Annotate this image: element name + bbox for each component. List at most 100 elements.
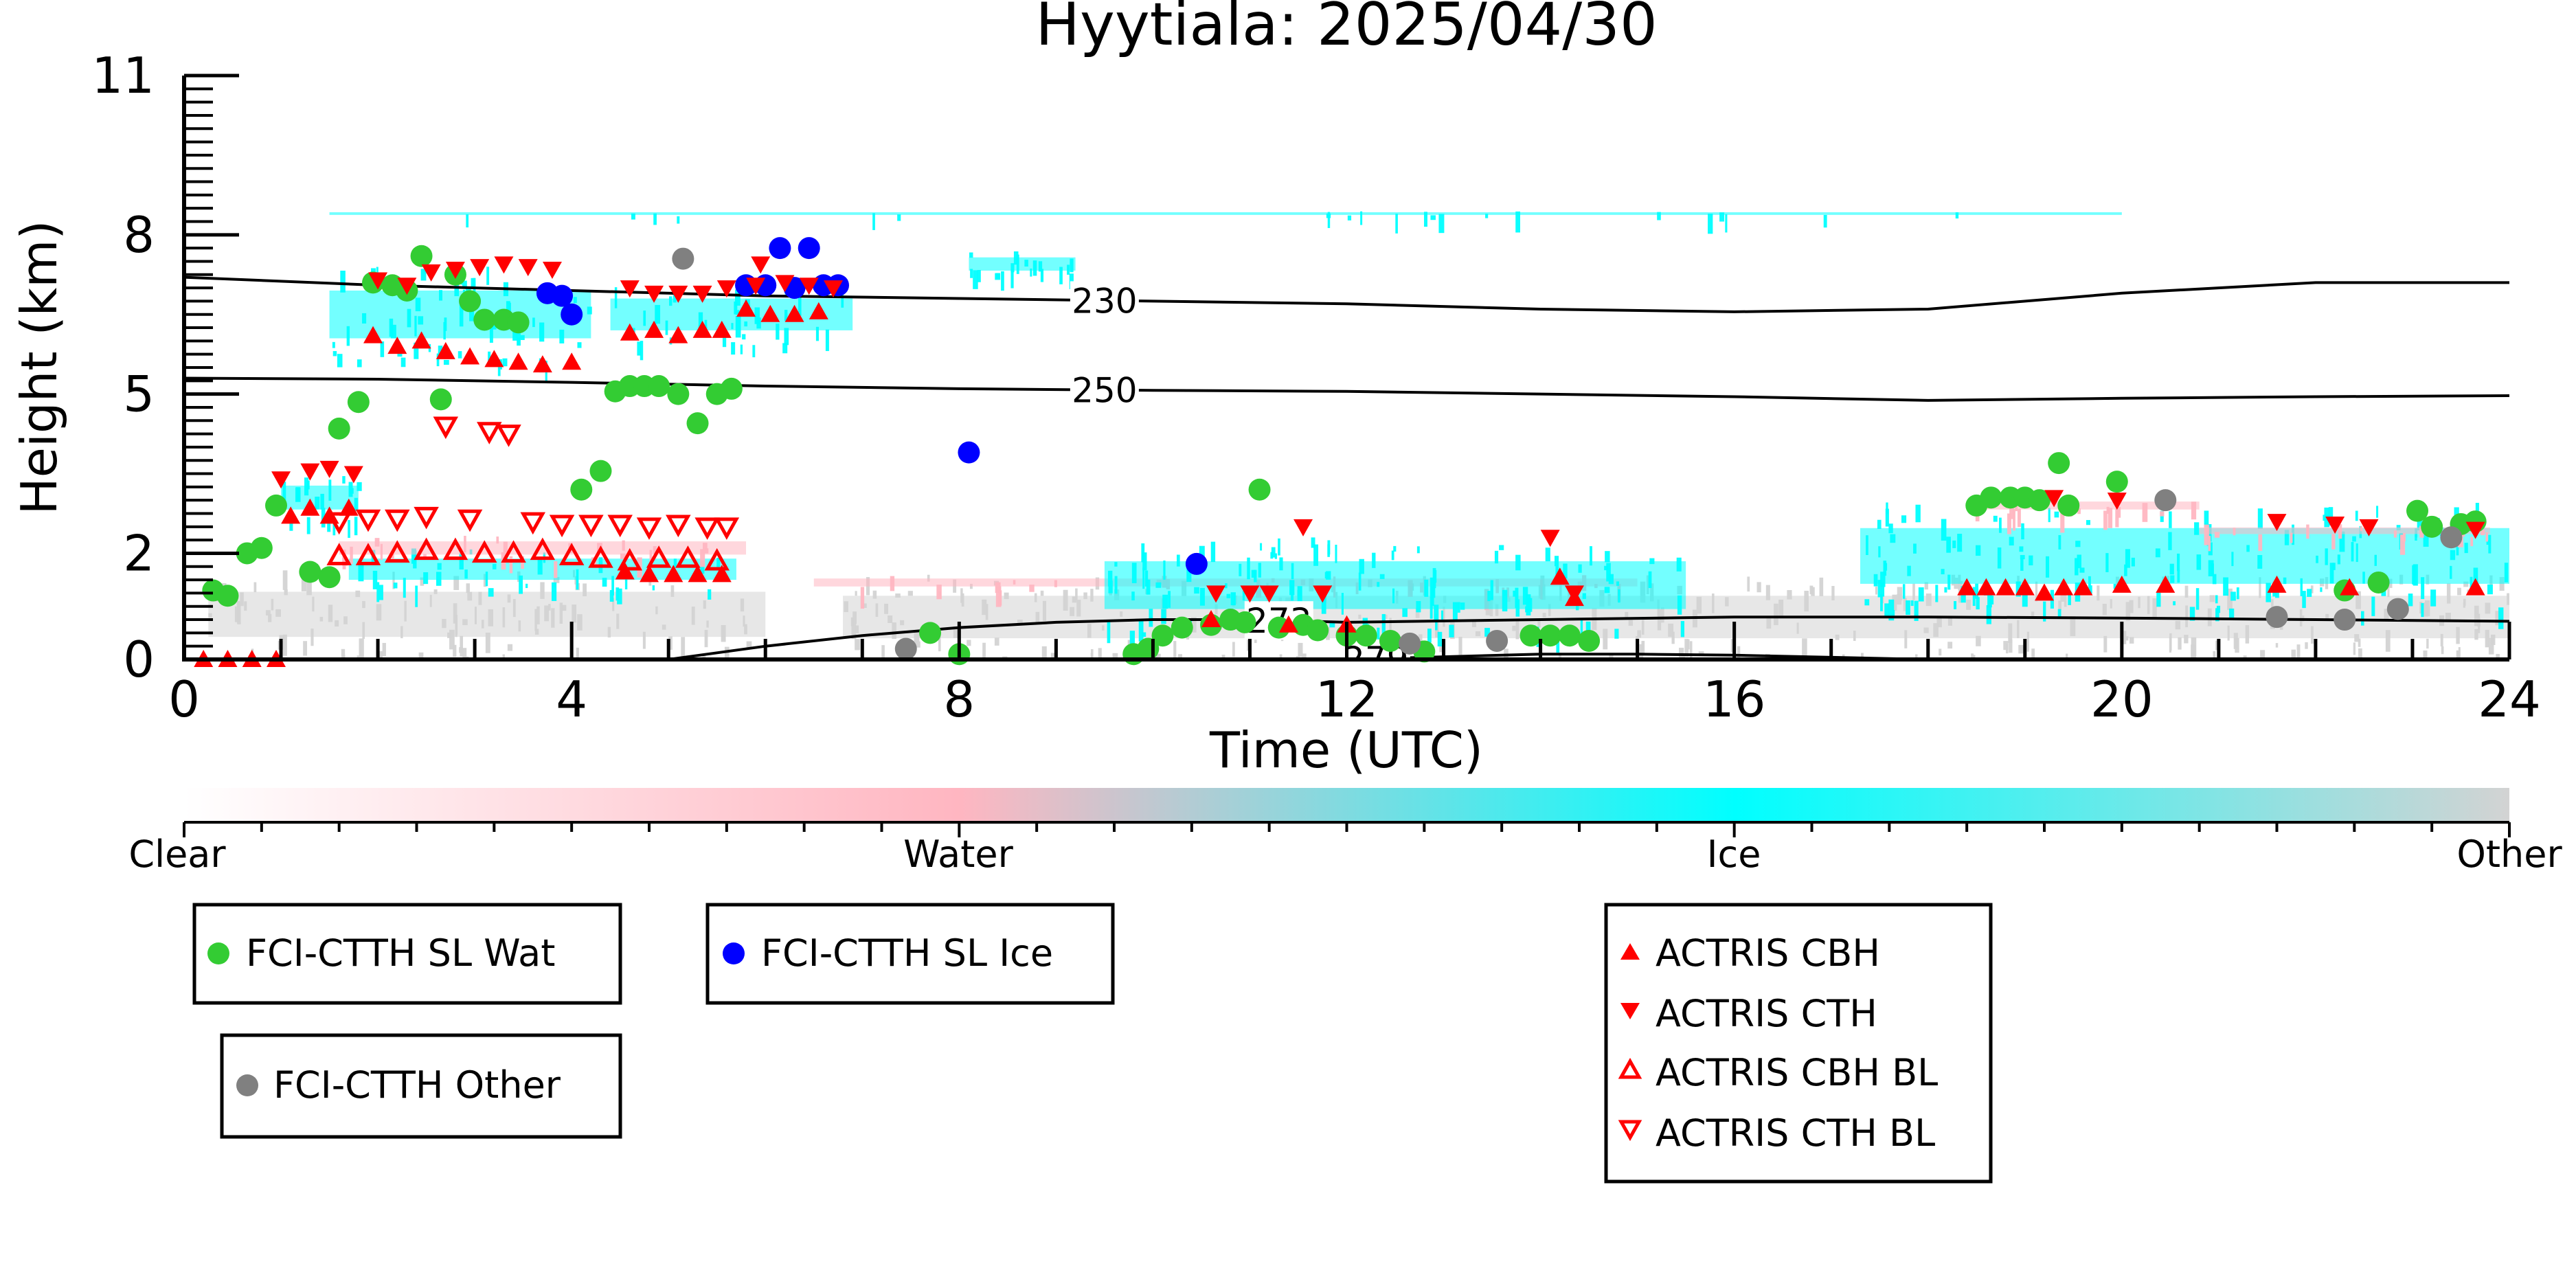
cloud-speckle xyxy=(2064,588,2067,607)
cloud-speckle xyxy=(744,321,748,327)
cloud-speckle xyxy=(442,618,447,629)
cloud-speckle xyxy=(312,596,315,612)
data-point xyxy=(355,543,381,565)
cloud-speckle xyxy=(1427,629,1432,643)
cloud-region-core xyxy=(969,257,1076,271)
cloud-speckle xyxy=(2129,600,2134,613)
data-point xyxy=(2325,516,2345,534)
cloud-region-ice xyxy=(610,282,853,361)
data-point xyxy=(769,237,791,260)
cloud-speckle xyxy=(2487,584,2493,595)
legend-box xyxy=(705,903,1115,1005)
cloud-speckle xyxy=(895,593,901,598)
cloud-speckle xyxy=(2231,552,2234,567)
cloud-speckle xyxy=(537,558,543,575)
cloud-speckle xyxy=(1475,631,1481,637)
y-tick-label: 5 xyxy=(123,365,155,423)
cloud-speckle xyxy=(423,572,429,585)
cloud-speckle xyxy=(2110,599,2112,609)
cloud-speckle xyxy=(756,317,761,329)
cloud-speckle xyxy=(705,548,709,554)
cloud-speckle xyxy=(969,252,973,258)
cloud-speckle xyxy=(740,598,745,612)
data-point xyxy=(2057,494,2080,517)
cloud-speckle xyxy=(602,578,607,587)
data-point xyxy=(2015,578,2035,596)
cloud-speckle xyxy=(1649,558,1655,565)
cloud-speckle xyxy=(2290,532,2293,543)
cloud-speckle xyxy=(328,479,332,501)
data-point xyxy=(958,441,980,464)
cloud-speckle xyxy=(376,582,380,602)
cloud-speckle xyxy=(244,601,247,611)
cloud-speckle xyxy=(420,269,427,281)
cloud-speckle xyxy=(1494,550,1499,564)
cloud-speckle xyxy=(1515,554,1521,571)
cloud-speckle xyxy=(2354,634,2360,642)
cloud-speckle xyxy=(1499,545,1504,550)
cloud-speckle xyxy=(995,586,1002,607)
cloud-speckle xyxy=(587,306,592,315)
cloud-speckle xyxy=(2086,520,2091,526)
cloud-speckle xyxy=(2058,534,2061,550)
legend-label-cbh-bl: ACTRIS CBH BL xyxy=(1656,1051,1938,1094)
data-point xyxy=(347,391,370,414)
cloud-speckle xyxy=(1914,600,1919,621)
data-point xyxy=(2386,598,2409,620)
data-point xyxy=(551,284,574,307)
data-point xyxy=(644,320,664,338)
cloud-speckle xyxy=(1515,587,1519,608)
cloud-speckle xyxy=(897,214,901,221)
data-point xyxy=(1185,552,1208,575)
cloud-speckle xyxy=(2207,608,2212,626)
cloud-speckle xyxy=(2445,612,2451,620)
y-tick-label: 8 xyxy=(123,206,155,264)
cloud-speckle xyxy=(474,607,477,624)
cloud-speckle xyxy=(2353,642,2356,655)
cloud-speckle xyxy=(1013,251,1019,265)
cloud-speckle xyxy=(994,637,999,646)
cloud-region-ice xyxy=(969,251,1076,291)
cloud-speckle xyxy=(1604,565,1608,571)
data-point xyxy=(1996,578,2015,596)
cloud-speckle xyxy=(875,603,879,617)
data-point xyxy=(2266,606,2288,629)
cloud-speckle xyxy=(2481,530,2485,536)
cloud-speckle xyxy=(509,556,513,574)
cloud-speckle xyxy=(1449,624,1454,637)
data-point xyxy=(578,515,604,538)
cloud-speckle xyxy=(2463,602,2465,608)
cloud-speckle xyxy=(2213,651,2216,659)
cloud-speckle xyxy=(2184,585,2189,598)
data-point xyxy=(775,275,795,293)
cloud-speckle xyxy=(2257,555,2263,569)
cloud-speckle xyxy=(2328,507,2334,526)
cloud-speckle xyxy=(2246,545,2250,552)
cloud-speckle xyxy=(2316,555,2318,563)
x-tick-label: 8 xyxy=(943,670,975,728)
cloud-speckle xyxy=(1880,594,1883,611)
cloud-speckle xyxy=(282,570,288,590)
cloud-speckle xyxy=(2491,634,2496,646)
cloud-speckle xyxy=(2115,508,2119,528)
colorbar-ticks xyxy=(183,822,2511,837)
cloud-speckle xyxy=(2204,524,2209,545)
cloud-speckle xyxy=(1616,581,1620,586)
cloud-speckle xyxy=(1190,617,1197,633)
cloud-speckle xyxy=(1225,583,1228,589)
data-point xyxy=(1980,486,2002,509)
data-point xyxy=(339,498,359,516)
data-point xyxy=(300,498,320,516)
cloud-region-core xyxy=(2199,527,2490,534)
cloud-speckle xyxy=(677,216,680,224)
cloud-speckle xyxy=(1087,624,1092,638)
cloud-speckle xyxy=(1614,629,1619,639)
cloud-speckle xyxy=(2060,512,2065,533)
cloud-speckle xyxy=(1888,599,1895,621)
cloud-speckle xyxy=(612,598,615,611)
data-point xyxy=(1234,611,1256,633)
cloud-speckle xyxy=(1098,648,1102,659)
cloud-speckle xyxy=(2152,598,2157,619)
cloud-speckle xyxy=(2169,511,2172,528)
cloud-speckle xyxy=(457,351,462,359)
